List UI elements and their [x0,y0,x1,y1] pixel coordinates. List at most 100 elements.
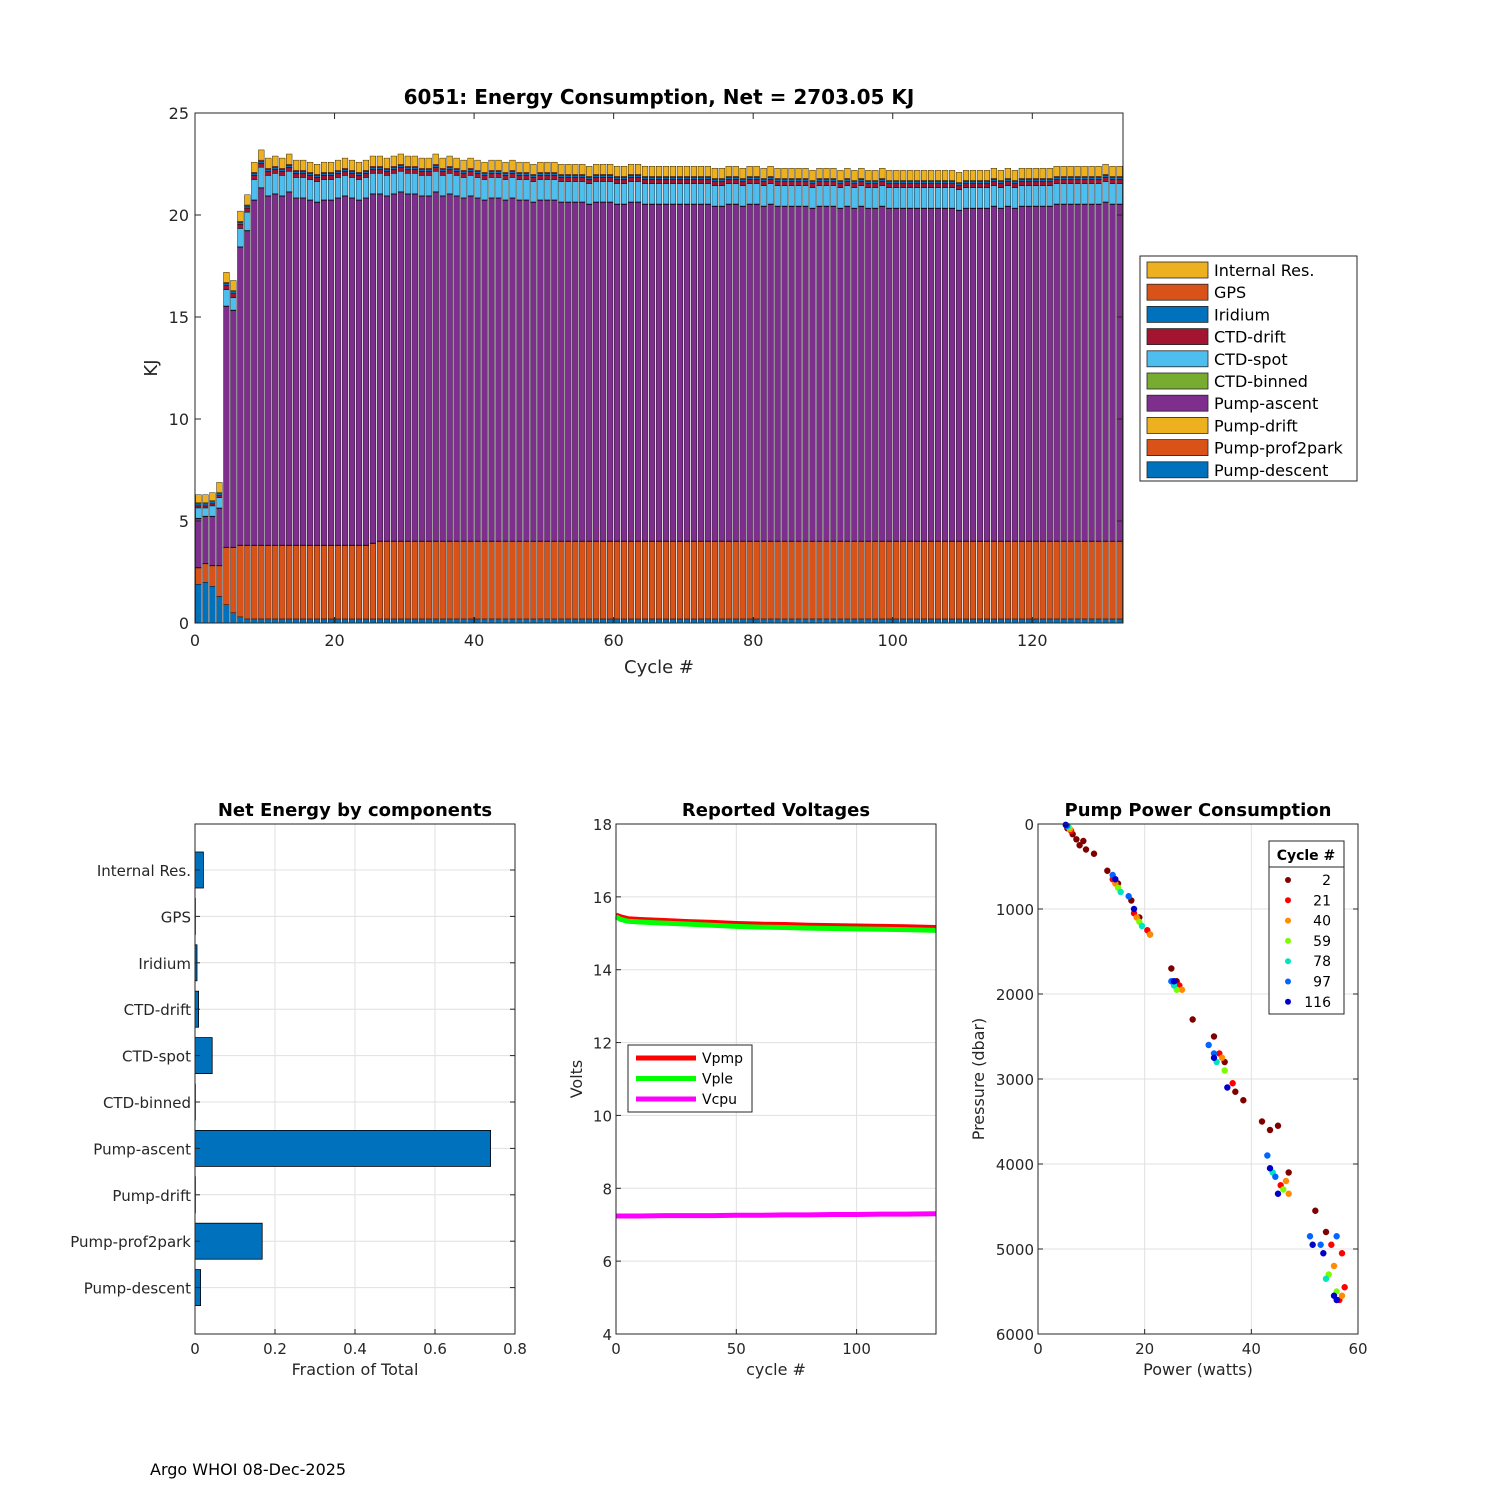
energy-consumption-chart: 0 20 40 60 80 100 120 0 5 10 15 20 25 6051: Energy … [141,85,1358,678]
stacked-bar-segment [648,183,656,205]
pump-scatter-point [1266,1126,1274,1134]
stacked-bar-segment [802,181,809,186]
top-x-tick-label: 100 [877,631,908,650]
stacked-bar-segment [446,155,453,167]
stacked-bar-segment [830,168,837,179]
stacked-bar-segment [404,541,411,620]
stacked-bar-segment [809,183,816,188]
stacked-bar-segment [948,181,956,184]
pump-scatter-point [1168,965,1175,972]
stacked-bar-segment [300,545,307,620]
stacked-bar-segment [439,171,446,176]
stacked-bar-segment [865,618,872,624]
stacked-bar-segment [739,206,746,542]
stacked-bar-segment [648,204,656,542]
top-axes-box [194,112,1124,624]
stacked-bar-segment [523,618,530,624]
stacked-bar-segment [628,541,635,620]
stacked-bar-segment [321,173,328,176]
stacked-bar-segment [711,179,718,182]
stacked-bar-segment [460,618,467,624]
pump-scatter-point [1090,850,1098,857]
stacked-bar-segment [969,208,977,542]
stacked-bar-segment [376,169,383,174]
stacked-bar-segment [795,541,802,620]
pump-legend-marker [1285,877,1291,883]
stacked-bar-segment [767,204,774,542]
stacked-bar-segment [809,208,816,542]
stacked-bar-segment [774,618,781,624]
frac-category-label: Pump-ascent [93,1140,191,1158]
volt-x-axis-label: cycle # [746,1360,806,1379]
stacked-bar-segment [851,181,858,184]
stacked-bar-segment [446,169,453,174]
stacked-bar-segment [362,173,370,178]
stacked-bar-segment [788,185,795,207]
stacked-bar-segment [962,181,970,184]
stacked-bar-segment [202,507,209,517]
stacked-bar-segment [893,181,900,184]
stacked-bar-segment [551,541,558,620]
stacked-bar-segment [753,541,760,620]
stacked-bar-segment [865,187,872,209]
stacked-bar-segment [307,173,314,176]
stacked-bar-segment [1018,185,1025,207]
stacked-bar-segment [488,171,495,174]
stacked-bar-segment [614,183,621,205]
top-y-tick-label: 0 [179,614,189,633]
stacked-bar-segment [1046,181,1053,186]
stacked-bar-segment [781,185,788,207]
stacked-bar-segment [446,618,453,624]
stacked-bar-segment [921,208,928,542]
frac-category-label: Iridium [138,955,191,973]
stacked-bar-segment [216,495,223,498]
stacked-bar-segment [251,179,258,201]
stacked-bar-segment [781,179,788,182]
stacked-bar-segment [362,198,370,546]
stacked-bar-segment [418,175,425,197]
pump-legend-marker [1285,897,1291,904]
stacked-bar-segment [1004,181,1011,186]
stacked-bar-segment [572,175,579,178]
stacked-bar-segment [746,166,753,177]
stacked-bar-segment [837,170,844,181]
pump-scatter-point [1073,836,1080,843]
stacked-bar-segment [369,618,376,624]
stacked-bar-segment [502,161,509,173]
footer-text: Argo WHOI 08-Dec-2025 [150,1460,347,1479]
stacked-bar-segment [572,618,579,624]
stacked-bar-segment [446,173,453,194]
stacked-bar-segment [921,541,928,620]
stacked-bar-segment [369,173,376,194]
frac-category-label: CTD-spot [122,1048,191,1066]
stacked-bar-segment [195,584,202,624]
stacked-bar-segment [300,171,307,174]
stacked-bar-segment [711,168,718,179]
legend-swatch [1146,350,1209,368]
stacked-bar-segment [272,545,279,620]
stacked-bar-segment [258,167,265,188]
stacked-bar-segment [1102,202,1109,542]
stacked-bar-segment [1053,177,1060,180]
stacked-bar-segment [321,179,328,201]
stacked-bar-segment [432,618,439,624]
top-y-tick-label: 5 [179,512,189,531]
stacked-bar-segment [1060,166,1067,177]
stacked-bar-segment [823,541,830,620]
stacked-bar-segment [983,183,991,188]
stacked-bar-segment [788,541,795,620]
stacked-bar-segment [844,206,851,542]
stacked-bar-segment [781,541,788,620]
stacked-bar-segment [900,541,907,620]
top-legend: Internal Res. GPS Iridium CTD-drift CTD-spot… [1139,255,1358,482]
legend-swatch [1146,283,1209,301]
stacked-bar-segment [635,164,642,175]
stacked-bar-segment [1039,168,1046,179]
stacked-bar-segment [935,208,942,542]
stacked-bar-segment [1018,179,1025,182]
stacked-bar-segment [795,181,802,186]
frac-category-label: CTD-drift [124,1001,191,1019]
stacked-bar-segment [858,618,865,624]
stacked-bar-segment [886,541,893,620]
stacked-bar-segment [997,541,1004,620]
